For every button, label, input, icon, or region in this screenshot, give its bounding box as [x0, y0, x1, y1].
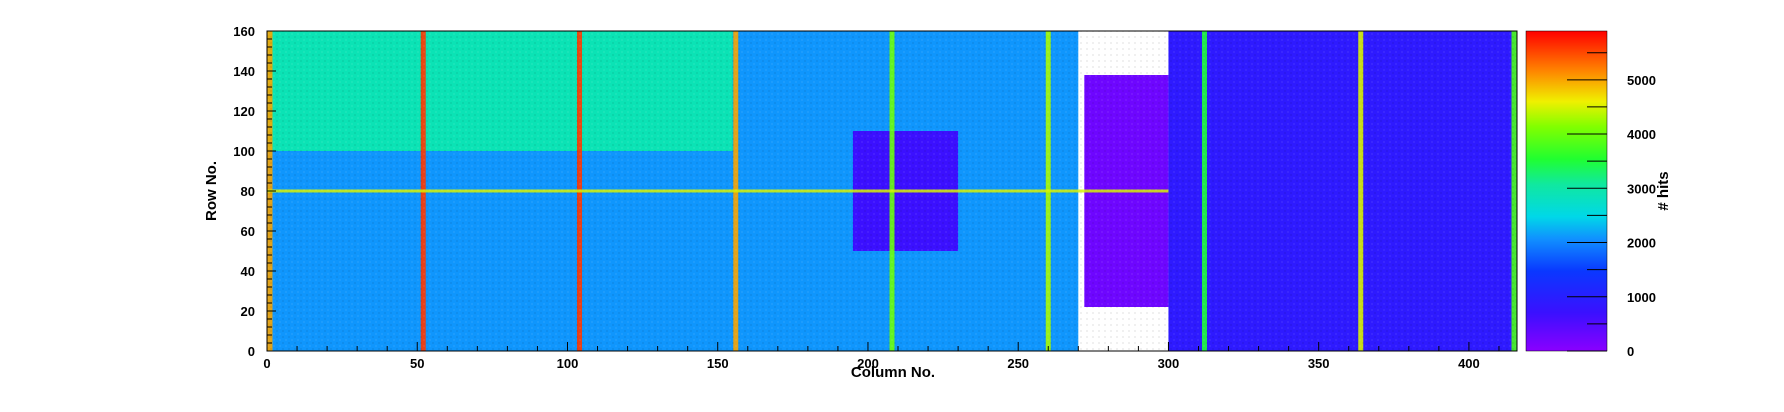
z-tick-label: 4000: [1627, 127, 1656, 142]
x-tick-label: 0: [263, 356, 270, 371]
z-tick-label: 2000: [1627, 236, 1656, 251]
x-tick-label: 50: [410, 356, 424, 371]
heatmap-texture: [267, 31, 1517, 351]
z-tick-label: 3000: [1627, 181, 1656, 196]
color-scale-bar: [1526, 31, 1607, 351]
y-axis-title: Row No.: [203, 161, 220, 221]
y-tick-label: 20: [241, 304, 255, 319]
y-tick-label: 40: [241, 264, 255, 279]
y-tick-label: 0: [248, 344, 255, 359]
z-axis-title: # hits: [1655, 171, 1672, 210]
x-axis-title: Column No.: [851, 364, 935, 381]
y-tick-label: 140: [233, 64, 255, 79]
z-tick-label: 1000: [1627, 290, 1656, 305]
x-tick-label: 100: [557, 356, 579, 371]
z-tick-label: 5000: [1627, 73, 1656, 88]
y-tick-label: 80: [241, 184, 255, 199]
x-tick-label: 300: [1158, 356, 1180, 371]
color-scale-frame: [1525, 30, 1608, 352]
x-tick-label: 350: [1308, 356, 1330, 371]
x-tick-label: 400: [1458, 356, 1480, 371]
y-tick-label: 160: [233, 24, 255, 39]
y-tick-label: 120: [233, 104, 255, 119]
axes: 0 50 100 150 200 250 300 350 400 0 20 40 60 80 100 120 1…: [203, 24, 1500, 381]
y-tick-label: 60: [241, 224, 255, 239]
heatmap-plot-area: [266, 30, 1518, 352]
x-tick-label: 150: [707, 356, 729, 371]
x-tick-label: 250: [1007, 356, 1029, 371]
x-tick-label: 200: [857, 356, 879, 371]
y-tick-label: 100: [233, 144, 255, 159]
z-tick-label: 0: [1627, 344, 1634, 359]
color-scale: 0 1000 2000 3000 4000 5000 # hits: [1525, 30, 1672, 359]
